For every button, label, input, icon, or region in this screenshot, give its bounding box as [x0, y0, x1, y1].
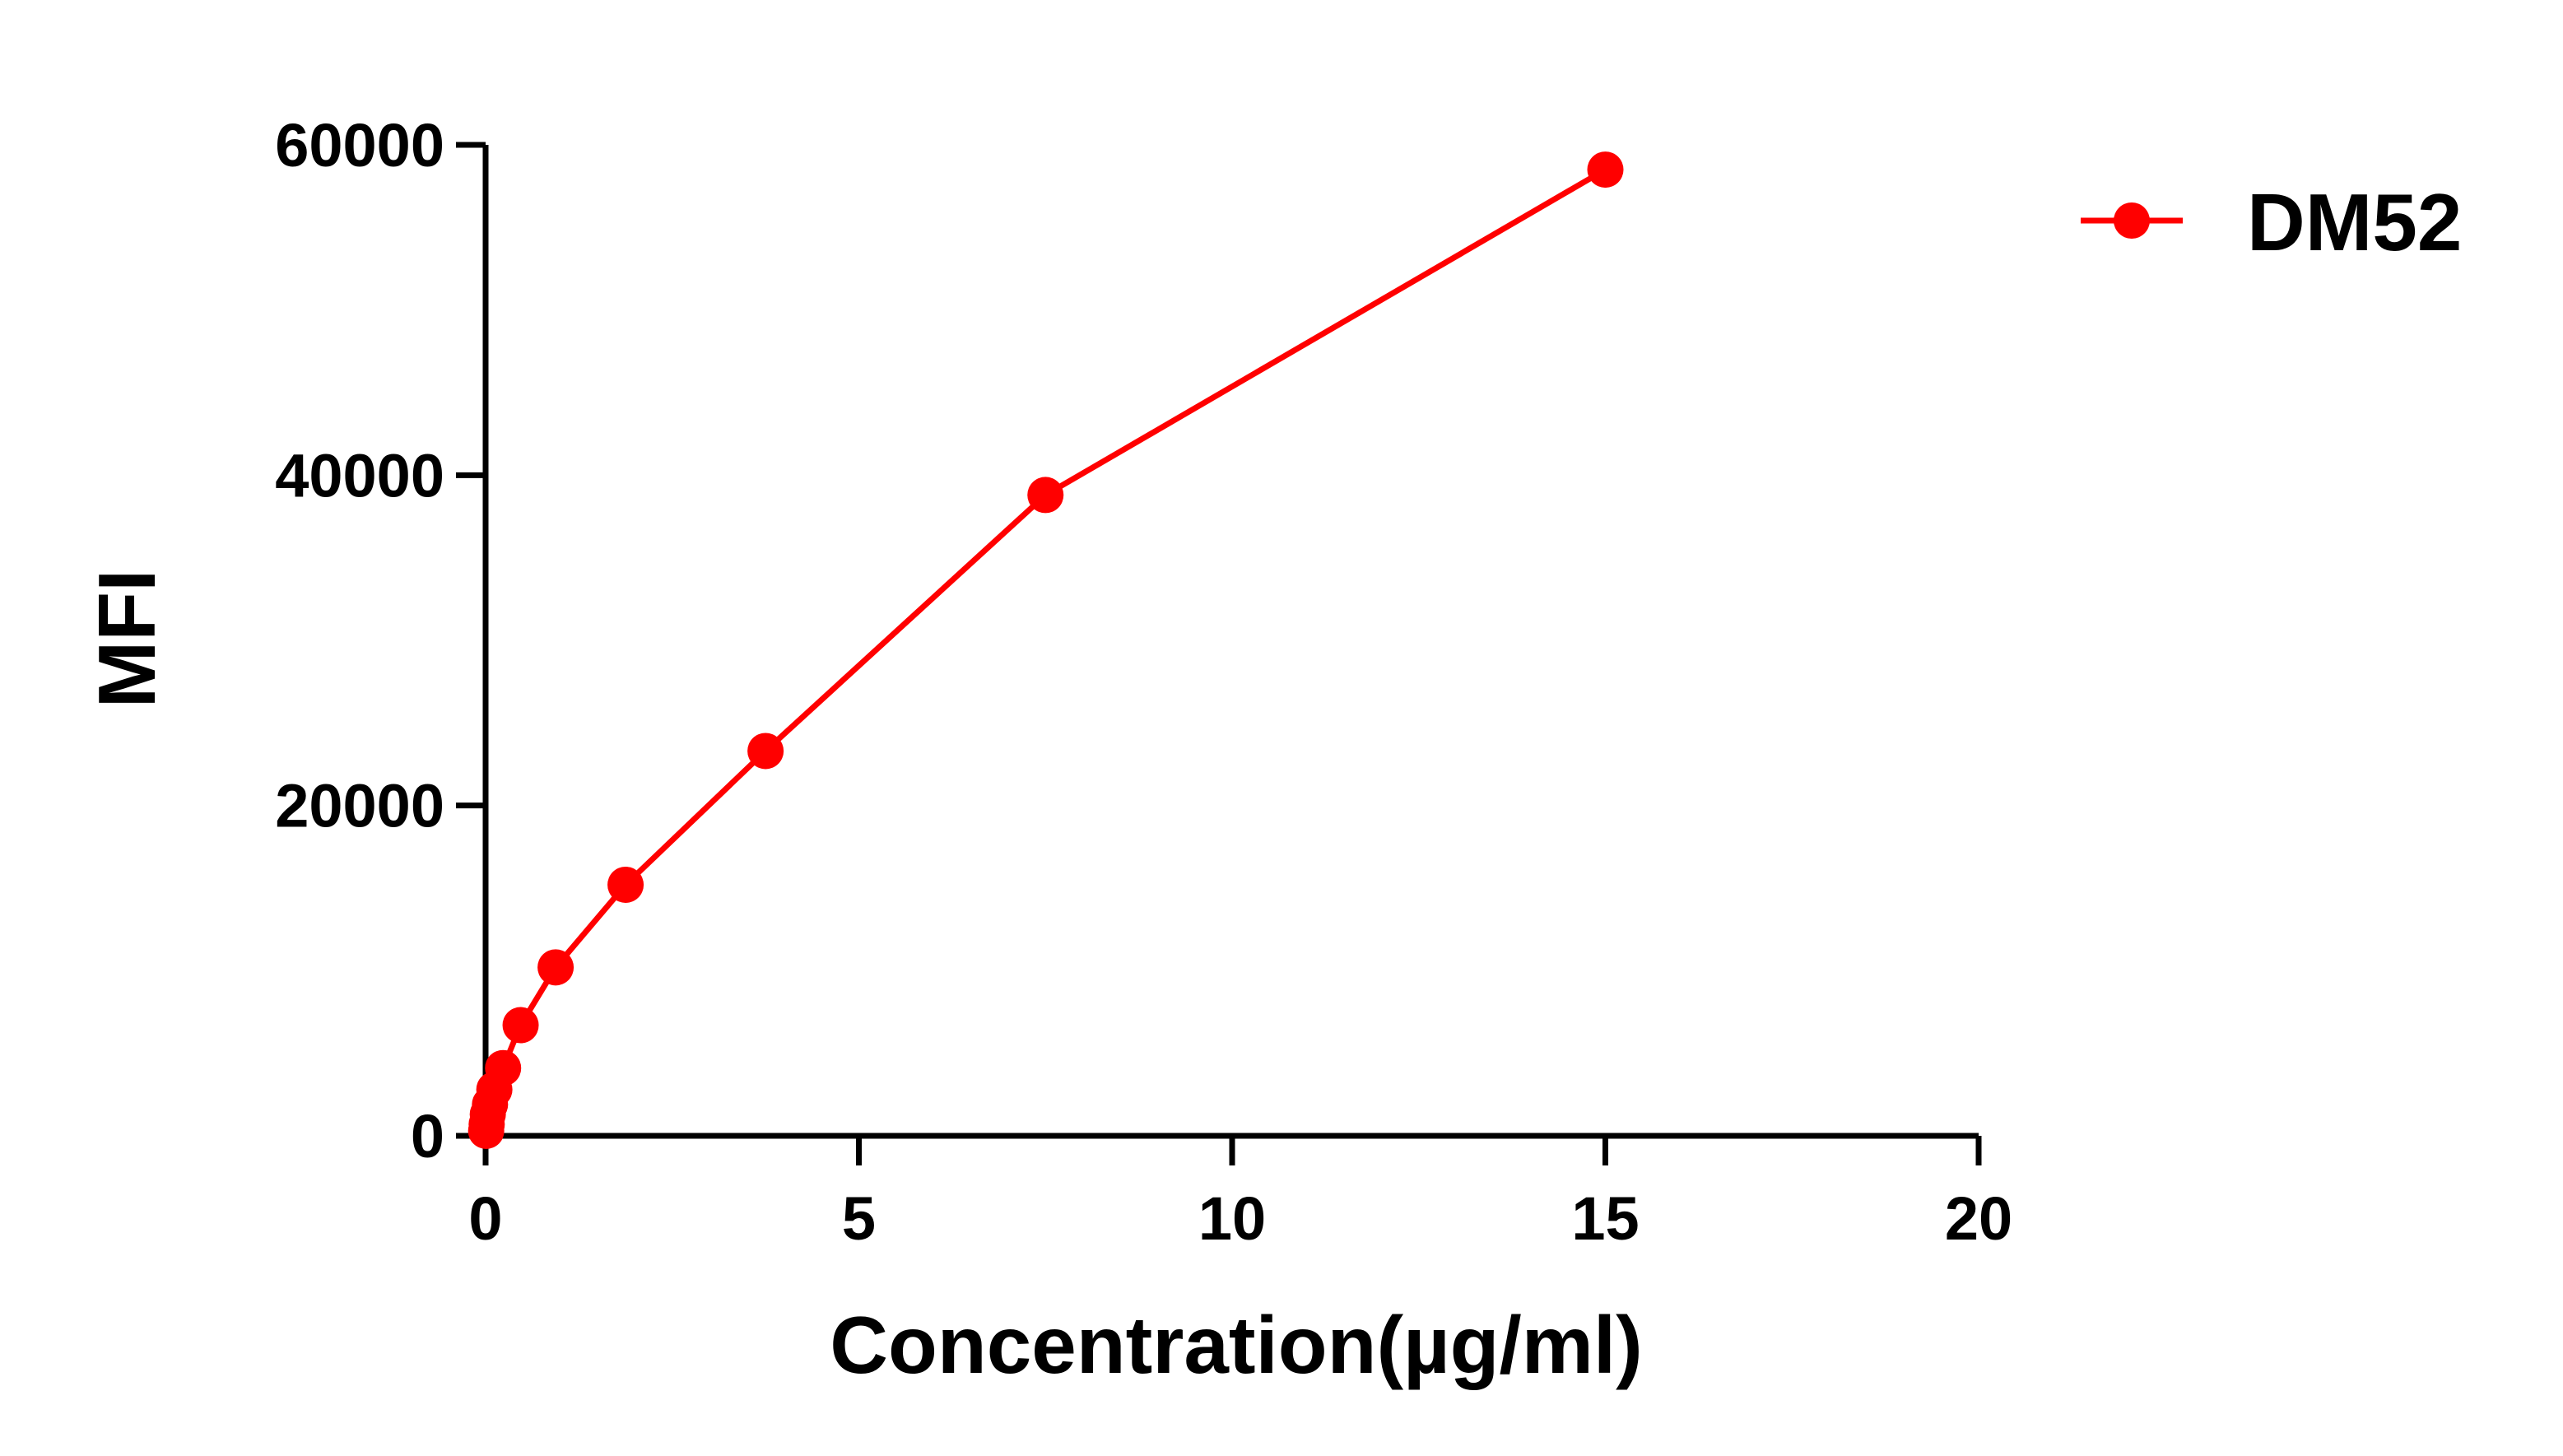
x-tick-label: 15 [1571, 1184, 1639, 1253]
x-axis-title: Concentration(µg/ml) [830, 1300, 1642, 1390]
series-line-DM52 [483, 167, 1607, 1132]
data-point [607, 866, 644, 903]
axes [482, 145, 1979, 1139]
series-layer [467, 151, 1624, 1149]
legend-label: DM52 [2247, 177, 2462, 267]
x-tick-label: 5 [842, 1184, 876, 1253]
y-tick-label: 0 [411, 1102, 444, 1170]
y-axis-title: MFI [81, 570, 172, 709]
ticks: 0 20000 40000 60000 0 5 10 15 20 [275, 111, 2012, 1253]
legend-marker [2114, 202, 2150, 239]
data-point [1587, 151, 1624, 188]
legend: DM52 [2081, 177, 2462, 267]
data-point [1027, 477, 1064, 514]
x-tick-label: 20 [1945, 1184, 2012, 1253]
y-tick-label: 20000 [275, 772, 444, 840]
data-point [747, 733, 784, 770]
y-tick-label: 40000 [275, 441, 444, 509]
data-point [485, 1049, 522, 1086]
data-point [502, 1007, 539, 1044]
x-tick-label: 0 [468, 1184, 502, 1253]
x-tick-label: 10 [1198, 1184, 1266, 1253]
y-tick-label: 60000 [275, 111, 444, 179]
data-point [537, 949, 574, 986]
